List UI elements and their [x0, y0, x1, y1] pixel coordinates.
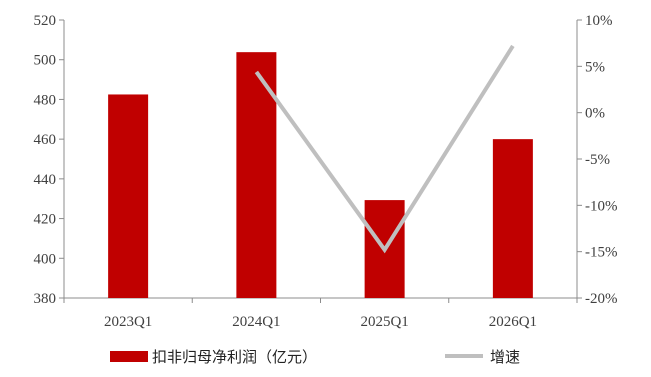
right-tick-label: 10% — [585, 13, 613, 29]
legend-swatch-bar — [110, 351, 148, 362]
right-tick-label: -10% — [585, 198, 618, 214]
x-tick-label: 2024Q1 — [232, 314, 280, 330]
left-tick-label: 480 — [34, 92, 57, 108]
left-tick-label: 500 — [34, 53, 57, 69]
right-tick-label: -15% — [585, 245, 618, 261]
x-tick-label: 2026Q1 — [489, 314, 537, 330]
x-tick-label: 2025Q1 — [360, 314, 408, 330]
right-axis-ticks: -20% -15% -10% -5% 0% 5% 10% — [577, 13, 618, 307]
right-tick-label: -20% — [585, 291, 618, 307]
right-tick-label: -5% — [585, 152, 610, 168]
left-tick-label: 440 — [34, 172, 57, 188]
x-tick-label: 2023Q1 — [104, 314, 152, 330]
left-axis-ticks: 380 400 420 440 460 480 500 520 — [34, 13, 65, 307]
x-axis-ticks: 2023Q1 2024Q1 2025Q1 2026Q1 — [64, 298, 577, 330]
left-tick-label: 460 — [34, 132, 57, 148]
bar — [108, 94, 148, 298]
bar — [493, 139, 533, 298]
legend: 扣非归母净利润（亿元） 增速 — [110, 348, 520, 366]
left-tick-label: 380 — [34, 291, 57, 307]
right-tick-label: 5% — [585, 59, 605, 75]
bar-series — [108, 52, 533, 298]
left-tick-label: 400 — [34, 251, 57, 267]
legend-label-bar: 扣非归母净利润（亿元） — [152, 348, 317, 366]
right-tick-label: 0% — [585, 106, 605, 122]
legend-label-line: 增速 — [490, 348, 520, 366]
left-tick-label: 520 — [34, 13, 57, 29]
left-tick-label: 420 — [34, 212, 57, 228]
